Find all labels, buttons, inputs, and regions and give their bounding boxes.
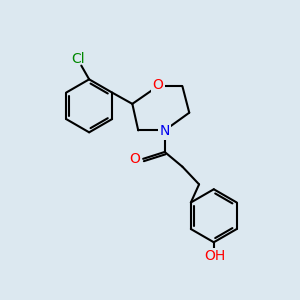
Text: O: O [152,78,163,92]
Text: Cl: Cl [71,52,85,66]
Text: O: O [129,152,140,166]
Text: OH: OH [204,249,225,263]
Text: N: N [160,124,170,138]
